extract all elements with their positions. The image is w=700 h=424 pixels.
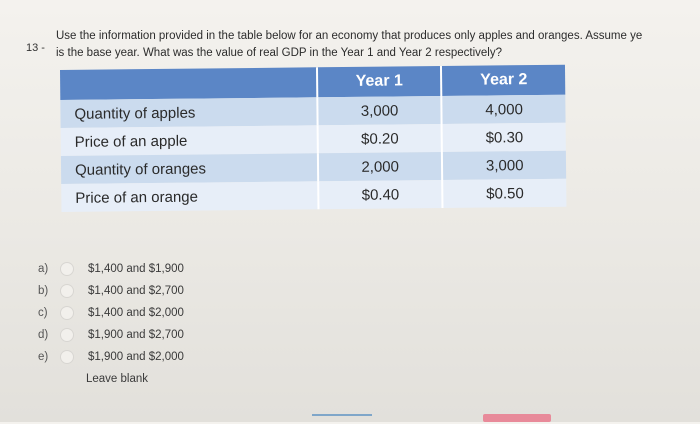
option-letter: a): [38, 263, 49, 275]
option-c[interactable]: c) $1,400 and $2,000: [38, 302, 184, 324]
radio-button[interactable]: [60, 262, 74, 276]
radio-button[interactable]: [60, 350, 74, 364]
question-text: Use the information provided in the tabl…: [56, 28, 700, 62]
option-text: $1,400 and $2,700: [88, 285, 184, 297]
option-letter: d): [38, 329, 49, 341]
row-year1-value: 2,000: [317, 152, 443, 182]
row-year1-value: $0.20: [317, 124, 443, 154]
row-label: Quantity of apples: [60, 97, 318, 128]
data-table: Year 1 Year 2 Quantity of apples 3,000 4…: [60, 64, 567, 212]
option-letter: b): [38, 285, 49, 297]
option-text: $1,900 and $2,700: [88, 329, 184, 341]
option-d[interactable]: d) $1,900 and $2,700: [38, 324, 184, 346]
bottom-button-edge[interactable]: [483, 414, 551, 422]
row-year1-value: $0.40: [318, 179, 443, 210]
row-label: Price of an orange: [61, 181, 319, 212]
option-letter: c): [38, 307, 48, 319]
option-e[interactable]: e) $1,900 and $2,000: [38, 346, 184, 368]
row-label: Price of an apple: [60, 125, 318, 156]
option-letter: e): [38, 351, 49, 363]
option-b[interactable]: b) $1,400 and $2,700: [38, 280, 184, 302]
question-line-1: Use the information provided in the tabl…: [56, 30, 643, 42]
row-year2-value: 4,000: [441, 94, 566, 125]
question-line-2: is the base year. What was the value of …: [56, 47, 503, 59]
radio-button[interactable]: [60, 306, 74, 320]
option-text: $1,400 and $1,900: [88, 263, 184, 275]
option-a[interactable]: a) $1,400 and $1,900: [38, 258, 184, 280]
row-year2-value: $0.50: [442, 178, 567, 208]
option-text: $1,900 and $2,000: [88, 351, 184, 363]
row-year2-value: 3,000: [442, 150, 567, 180]
row-year1-value: 3,000: [317, 96, 443, 126]
table-header-blank: [60, 67, 318, 100]
option-text: $1,400 and $2,000: [88, 307, 184, 319]
answer-options: a) $1,400 and $1,900 b) $1,400 and $2,70…: [38, 258, 184, 390]
option-leave-blank[interactable]: Leave blank: [38, 368, 184, 390]
radio-button[interactable]: [60, 328, 74, 342]
bottom-nav-edge: [312, 414, 372, 424]
leave-blank-label[interactable]: Leave blank: [86, 373, 149, 385]
table-row: Price of an orange $0.40 $0.50: [61, 178, 567, 212]
table-header-year2: Year 2: [441, 64, 566, 97]
row-year2-value: $0.30: [442, 122, 566, 153]
row-label: Quantity of oranges: [60, 153, 319, 184]
question-number: 13 -: [26, 42, 45, 54]
radio-button[interactable]: [60, 284, 74, 298]
table-header-year1: Year 1: [316, 66, 442, 98]
